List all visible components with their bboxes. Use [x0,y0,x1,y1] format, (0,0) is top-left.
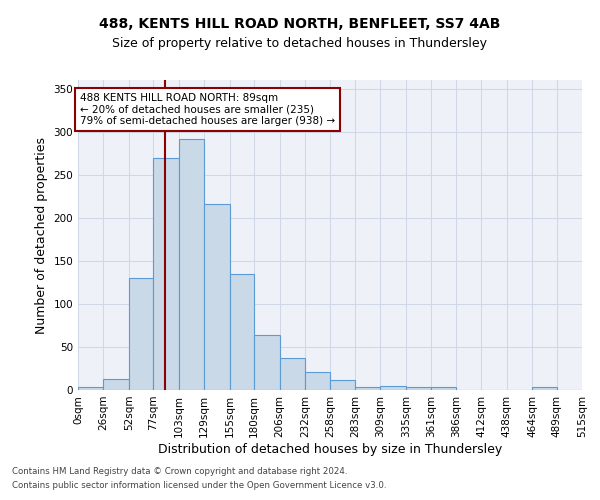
Text: 488, KENTS HILL ROAD NORTH, BENFLEET, SS7 4AB: 488, KENTS HILL ROAD NORTH, BENFLEET, SS… [100,18,500,32]
Y-axis label: Number of detached properties: Number of detached properties [35,136,48,334]
Text: 488 KENTS HILL ROAD NORTH: 89sqm
← 20% of detached houses are smaller (235)
79% : 488 KENTS HILL ROAD NORTH: 89sqm ← 20% o… [80,93,335,126]
Bar [230,274,254,390]
Bar [331,380,355,390]
Text: Contains HM Land Registry data © Crown copyright and database right 2024.: Contains HM Land Registry data © Crown c… [12,468,347,476]
Bar [179,140,204,390]
Text: Contains public sector information licensed under the Open Government Licence v3: Contains public sector information licen… [12,481,386,490]
Bar [254,335,280,390]
Bar [431,388,456,390]
Bar [355,386,380,390]
Bar [154,158,179,390]
Bar [103,379,129,390]
Bar [78,388,103,390]
Bar [204,204,230,390]
Bar [280,358,305,390]
X-axis label: Distribution of detached houses by size in Thundersley: Distribution of detached houses by size … [158,442,502,456]
Bar [129,278,154,390]
Bar [380,386,406,390]
Bar [305,372,331,390]
Bar [532,388,557,390]
Text: Size of property relative to detached houses in Thundersley: Size of property relative to detached ho… [113,38,487,51]
Bar [406,388,431,390]
